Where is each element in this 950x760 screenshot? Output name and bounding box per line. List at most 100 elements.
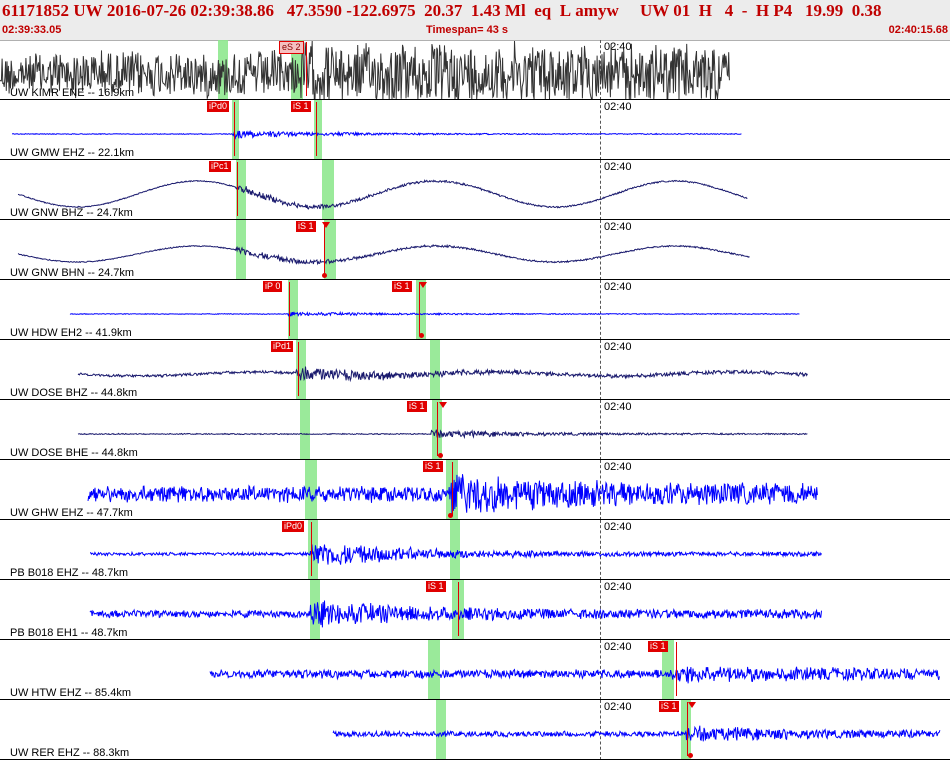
waveform-path: [77, 366, 808, 383]
station-label: UW HTW EHZ -- 85.4km: [10, 687, 131, 699]
phase-pick-line[interactable]: [458, 582, 459, 636]
phase-pick-flag[interactable]: iPd0: [282, 521, 305, 532]
trace-panel[interactable]: 02:40 iS 1 UW HTW EHZ -- 85.4km: [0, 640, 950, 700]
phase-pick-flag[interactable]: iPc1: [209, 161, 231, 172]
phase-pick-line[interactable]: [316, 102, 317, 156]
waveform: [209, 666, 940, 684]
trace-panel[interactable]: 02:40 iS 1 UW DOSE BHE -- 44.8km: [0, 400, 950, 460]
waveform: [11, 129, 742, 140]
phase-pick-line[interactable]: [237, 162, 238, 216]
waveform: [0, 40, 730, 99]
phase-pick-line[interactable]: [687, 702, 688, 756]
phase-pick-line[interactable]: [676, 642, 677, 696]
trace-panel[interactable]: 02:40 iP 0 iS 1 UW HDW EH2 -- 41.9km: [0, 280, 950, 340]
phase-pick-line[interactable]: [234, 102, 235, 156]
value-b: 0.38: [851, 1, 882, 20]
pick-triangle-icon: [322, 222, 330, 228]
waveform: [89, 600, 822, 628]
trace-panel[interactable]: 02:40 iPc1 UW GNW BHZ -- 24.7km: [0, 160, 950, 220]
phase-pick-line[interactable]: [452, 462, 453, 516]
trace-panel[interactable]: 02:40 iPd1 UW DOSE BHZ -- 44.8km: [0, 340, 950, 400]
minute-tick-label: 02:40: [604, 641, 632, 653]
waveform-path: [77, 429, 808, 440]
station-label: UW KIMR ENE -- 16.9km: [10, 87, 135, 99]
minute-tick-label: 02:40: [604, 221, 632, 233]
phase-pick-flag[interactable]: iS 1: [659, 701, 679, 712]
pick-dot-icon: [419, 333, 424, 338]
pick-dot-icon: [448, 513, 453, 518]
author: amyw: [575, 1, 619, 20]
station-label: UW GNW BHZ -- 24.7km: [10, 207, 133, 219]
minute-tick-label: 02:40: [604, 581, 632, 593]
station-label: PB B018 EHZ -- 48.7km: [10, 567, 128, 579]
event-type: eq: [534, 1, 552, 20]
waveform-path: [17, 243, 750, 266]
phase-pick-flag[interactable]: iS 1: [426, 581, 446, 592]
station-label: UW RER EHZ -- 88.3km: [10, 747, 130, 759]
end-time: 02:40:15.68: [888, 24, 948, 36]
phase-pick-flag[interactable]: eS 2: [279, 41, 304, 54]
phase-window: [308, 520, 318, 579]
phase-pick-flag[interactable]: iS 1: [291, 101, 311, 112]
waveform-path: [332, 725, 941, 742]
waveform: [17, 179, 748, 211]
phase-window: [300, 400, 310, 459]
event-id: 61171852: [2, 1, 70, 20]
phase-pick-line[interactable]: [298, 342, 299, 396]
minute-tick-label: 02:40: [604, 281, 632, 293]
minute-tick-line: [600, 280, 602, 339]
phase-pick-flag[interactable]: iS 1: [407, 401, 427, 412]
phase-window: [322, 160, 334, 219]
trace-panel[interactable]: 02:40 eS 2 UW KIMR ENE -- 16.9km: [0, 40, 950, 100]
event-summary-line: 61171852 UW 2016-07-26 02:39:38.86 47.35…: [2, 1, 882, 21]
minute-tick-line: [600, 520, 602, 579]
longitude: -122.6975: [346, 1, 416, 20]
waveform: [69, 310, 800, 317]
phase-count: 4: [724, 1, 734, 20]
phase-pick-flag[interactable]: iPd0: [207, 101, 230, 112]
phase-pick-flag[interactable]: iS 1: [648, 641, 668, 652]
trace-panel[interactable]: 02:40 iS 1 UW GNW BHN -- 24.7km: [0, 220, 950, 280]
phase-window: [288, 280, 298, 339]
phase-pick-flag[interactable]: iS 1: [423, 461, 443, 472]
minute-tick-line: [600, 640, 602, 699]
phase-window: [324, 220, 336, 279]
waveform-path: [17, 179, 748, 211]
depth: 20.37: [424, 1, 463, 20]
trace-panel[interactable]: 02:40 iS 1 PB B018 EH1 -- 48.7km: [0, 580, 950, 640]
phase-pick-line[interactable]: [289, 282, 290, 336]
trace-panel[interactable]: 02:40 iPd0 iS 1 UW GMW EHZ -- 22.1km: [0, 100, 950, 160]
phase-window: [662, 640, 674, 699]
trace-panel[interactable]: 02:40 iS 1 UW GHW EHZ -- 47.7km: [0, 460, 950, 520]
phase-pick-line[interactable]: [311, 522, 312, 576]
minute-tick-line: [600, 340, 602, 399]
phase-pick-flag[interactable]: iPd1: [271, 341, 294, 352]
phase-window: [430, 340, 440, 399]
phase-pick-line[interactable]: [306, 42, 307, 96]
phase-window: [232, 100, 239, 159]
minute-tick-line: [600, 220, 602, 279]
phase-pick-line[interactable]: [437, 402, 438, 456]
waveform-path: [209, 666, 940, 684]
trace-panel[interactable]: 02:40 iPd0 PB B018 EHZ -- 48.7km: [0, 520, 950, 580]
minute-tick-line: [600, 700, 602, 759]
phase-window: [314, 100, 322, 159]
phase-pick-line[interactable]: [419, 282, 420, 336]
minute-tick-line: [600, 160, 602, 219]
seismogram-panels[interactable]: 02:40 eS 2 UW KIMR ENE -- 16.9km 02:40 iPd0 i…: [0, 40, 950, 760]
waveform: [87, 474, 818, 516]
timespan: Timespan= 43 s: [426, 24, 509, 36]
minute-tick-label: 02:40: [604, 521, 632, 533]
phase-window: [236, 160, 246, 219]
station-label: UW HDW EH2 -- 41.9km: [10, 327, 132, 339]
phase-pick-flag[interactable]: iP 0: [263, 281, 283, 292]
minute-tick-label: 02:40: [604, 161, 632, 173]
pick-triangle-icon: [688, 702, 696, 708]
latitude: 47.3590: [286, 1, 342, 20]
phase-pick-flag[interactable]: iS 1: [392, 281, 412, 292]
phase-pick-line[interactable]: [324, 222, 325, 276]
pick-triangle-icon: [439, 402, 447, 408]
trace-panel[interactable]: 02:40 iS 1 UW RER EHZ -- 88.3km: [0, 700, 950, 760]
value-a: 19.99: [805, 1, 844, 20]
phase-pick-flag[interactable]: iS 1: [296, 221, 316, 232]
